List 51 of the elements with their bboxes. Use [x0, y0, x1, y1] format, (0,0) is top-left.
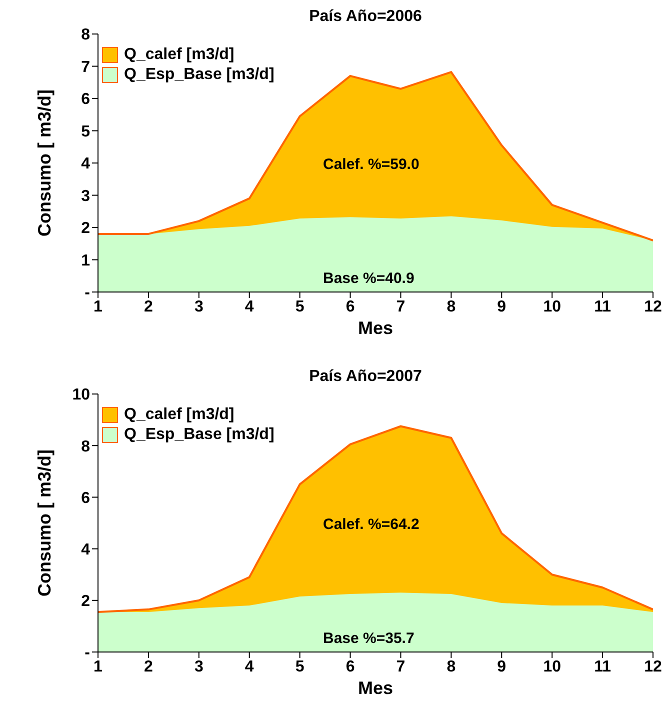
annotation: Base %=35.7: [323, 630, 414, 647]
y-tick-label: 6: [81, 490, 90, 507]
chart-title: País Año=2006: [308, 8, 423, 27]
x-tick-label: 6: [346, 298, 355, 316]
x-tick-label: 4: [244, 298, 254, 316]
x-tick-label: 2: [144, 298, 153, 316]
x-tick-label: 7: [396, 298, 406, 316]
x-tick-label: 11: [594, 298, 612, 316]
y-axis-title: Consumo [ m3/d]: [34, 450, 54, 596]
legend-label: Q_Esp_Base [m3/d]: [124, 426, 274, 444]
legend-label: Q_calef [m3/d]: [124, 406, 234, 424]
y-axis-title: Consumo [ m3/d]: [34, 90, 54, 236]
y-tick-label: 4: [81, 156, 90, 173]
y-tick-label: 4: [81, 541, 90, 558]
x-tick-label: 8: [446, 298, 456, 316]
y-tick-label: 2: [81, 220, 90, 238]
x-tick-label: 3: [194, 298, 204, 316]
x-axis-title: Mes: [358, 678, 394, 698]
x-tick-label: 7: [396, 658, 406, 676]
x-tick-label: 5: [295, 658, 304, 676]
y-tick-label: 5: [81, 123, 90, 140]
x-tick-label: 6: [346, 658, 355, 676]
y-tick-label: 6: [81, 91, 90, 108]
legend-label: Q_calef [m3/d]: [124, 46, 234, 64]
x-tick-label: 11: [594, 658, 612, 676]
x-tick-label: 9: [497, 658, 506, 676]
x-tick-label: 2: [144, 658, 153, 676]
x-tick-label: 10: [543, 298, 562, 316]
y-tick-label: 10: [72, 386, 90, 404]
y-tick-label: -: [84, 284, 90, 302]
y-tick-label: 1: [81, 252, 90, 270]
x-tick-label: 12: [644, 658, 662, 676]
x-tick-label: 8: [446, 658, 456, 676]
chart-title: País Año=2007: [308, 368, 423, 387]
x-tick-label: 4: [244, 658, 254, 676]
x-tick-label: 12: [644, 298, 662, 316]
x-tick-label: 3: [194, 658, 204, 676]
legend-label: Q_Esp_Base [m3/d]: [124, 66, 274, 84]
x-tick-label: 9: [497, 298, 506, 316]
y-tick-label: 7: [81, 58, 90, 76]
y-tick-label: 8: [81, 26, 90, 44]
y-tick-label: 2: [81, 593, 90, 610]
annotation: Calef. %=59.0: [323, 156, 420, 173]
x-tick-label: 10: [543, 658, 562, 676]
x-tick-label: 5: [295, 298, 304, 316]
annotation: Calef. %=64.2: [323, 516, 420, 533]
y-tick-label: 3: [81, 188, 90, 205]
y-tick-label: -: [84, 644, 90, 662]
x-axis-title: Mes: [358, 318, 394, 338]
y-tick-label: 8: [81, 438, 90, 456]
annotation: Base %=40.9: [323, 270, 414, 287]
